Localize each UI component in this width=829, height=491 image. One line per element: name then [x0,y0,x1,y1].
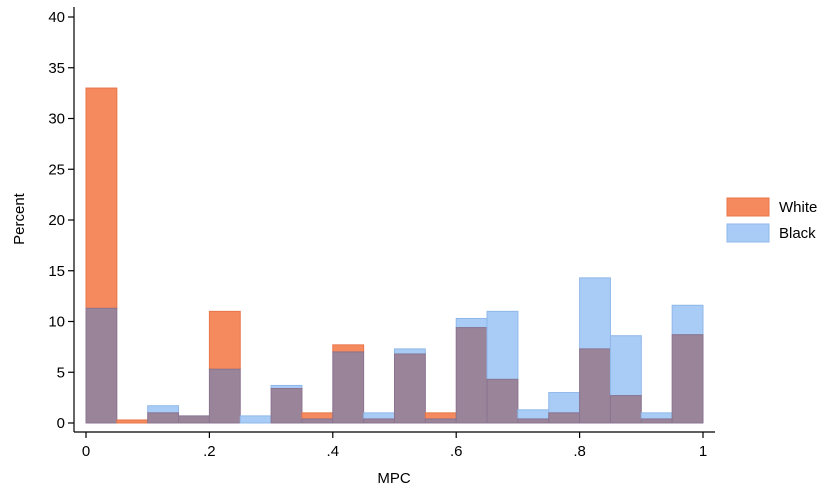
y-tick-label: 0 [57,415,65,432]
bar-overlap-bin-18 [640,418,673,424]
bar-overlap-bin-16 [579,348,611,424]
bar-black-bin-16 [579,277,611,350]
x-axis-title: MPC [377,470,411,487]
bar-black-bin-17 [609,335,642,397]
legend-swatch-white [726,197,770,217]
y-tick-label: 20 [48,212,65,229]
bar-black-bin-15 [548,392,581,414]
y-tick-label: 25 [48,161,65,178]
legend-swatch-black [726,223,770,243]
x-tick-label: 1 [699,443,707,460]
x-tick-label: .6 [450,443,463,460]
y-tick-label: 35 [48,60,65,77]
bar-white-bin-8 [332,344,365,353]
bar-overlap-bin-2 [147,412,180,424]
bar-black-bin-12 [455,317,488,329]
bar-overlap-bin-12 [455,327,488,424]
y-tick-label: 5 [57,364,65,381]
legend: White Black [726,197,817,243]
bar-overlap-bin-17 [609,395,642,424]
y-tick-label: 40 [48,9,65,26]
bar-overlap-bin-9 [363,418,395,424]
bar-white-bin-7 [301,412,334,420]
bar-black-bin-5 [239,415,272,424]
y-axis-title: Percent [11,192,28,245]
bar-black-bin-19 [671,304,704,336]
bar-white-bin-4 [208,310,241,370]
bar-black-bin-9 [363,412,395,420]
bar-white-bin-1 [116,419,149,424]
bar-overlap-bin-11 [424,418,457,424]
bar-overlap-bin-19 [671,334,704,424]
x-tick-label: .2 [203,443,216,460]
bar-overlap-bin-8 [332,351,365,424]
bar-white-bin-0 [85,87,118,309]
legend-label-white: White [779,199,817,216]
bar-overlap-bin-0 [85,307,118,424]
bar-black-bin-13 [486,310,519,380]
y-tick-label: 30 [48,111,65,128]
bar-overlap-bin-15 [548,412,581,424]
x-tick-label: .8 [573,443,586,460]
bar-overlap-bin-13 [486,378,519,424]
bar-black-bin-18 [640,412,673,420]
x-tick-label: 0 [82,443,90,460]
legend-label-black: Black [779,225,816,242]
plot-area [85,87,704,424]
axes: 0 5 10 15 20 25 30 35 40 0 .2 .4 .6 .8 1 [48,7,715,460]
y-tick-label: 15 [48,263,65,280]
bar-overlap-bin-7 [301,418,334,424]
bar-white-bin-11 [424,412,457,420]
bar-overlap-bin-14 [517,418,550,424]
x-tick-label: .4 [327,443,340,460]
y-tick-label: 10 [48,314,65,331]
bar-overlap-bin-3 [178,415,210,424]
bar-black-bin-10 [394,348,426,355]
bar-black-bin-2 [147,405,180,414]
bar-overlap-bin-10 [394,353,426,424]
bar-overlap-bin-4 [208,368,241,424]
bar-overlap-bin-6 [270,387,303,424]
bar-black-bin-14 [517,409,550,420]
